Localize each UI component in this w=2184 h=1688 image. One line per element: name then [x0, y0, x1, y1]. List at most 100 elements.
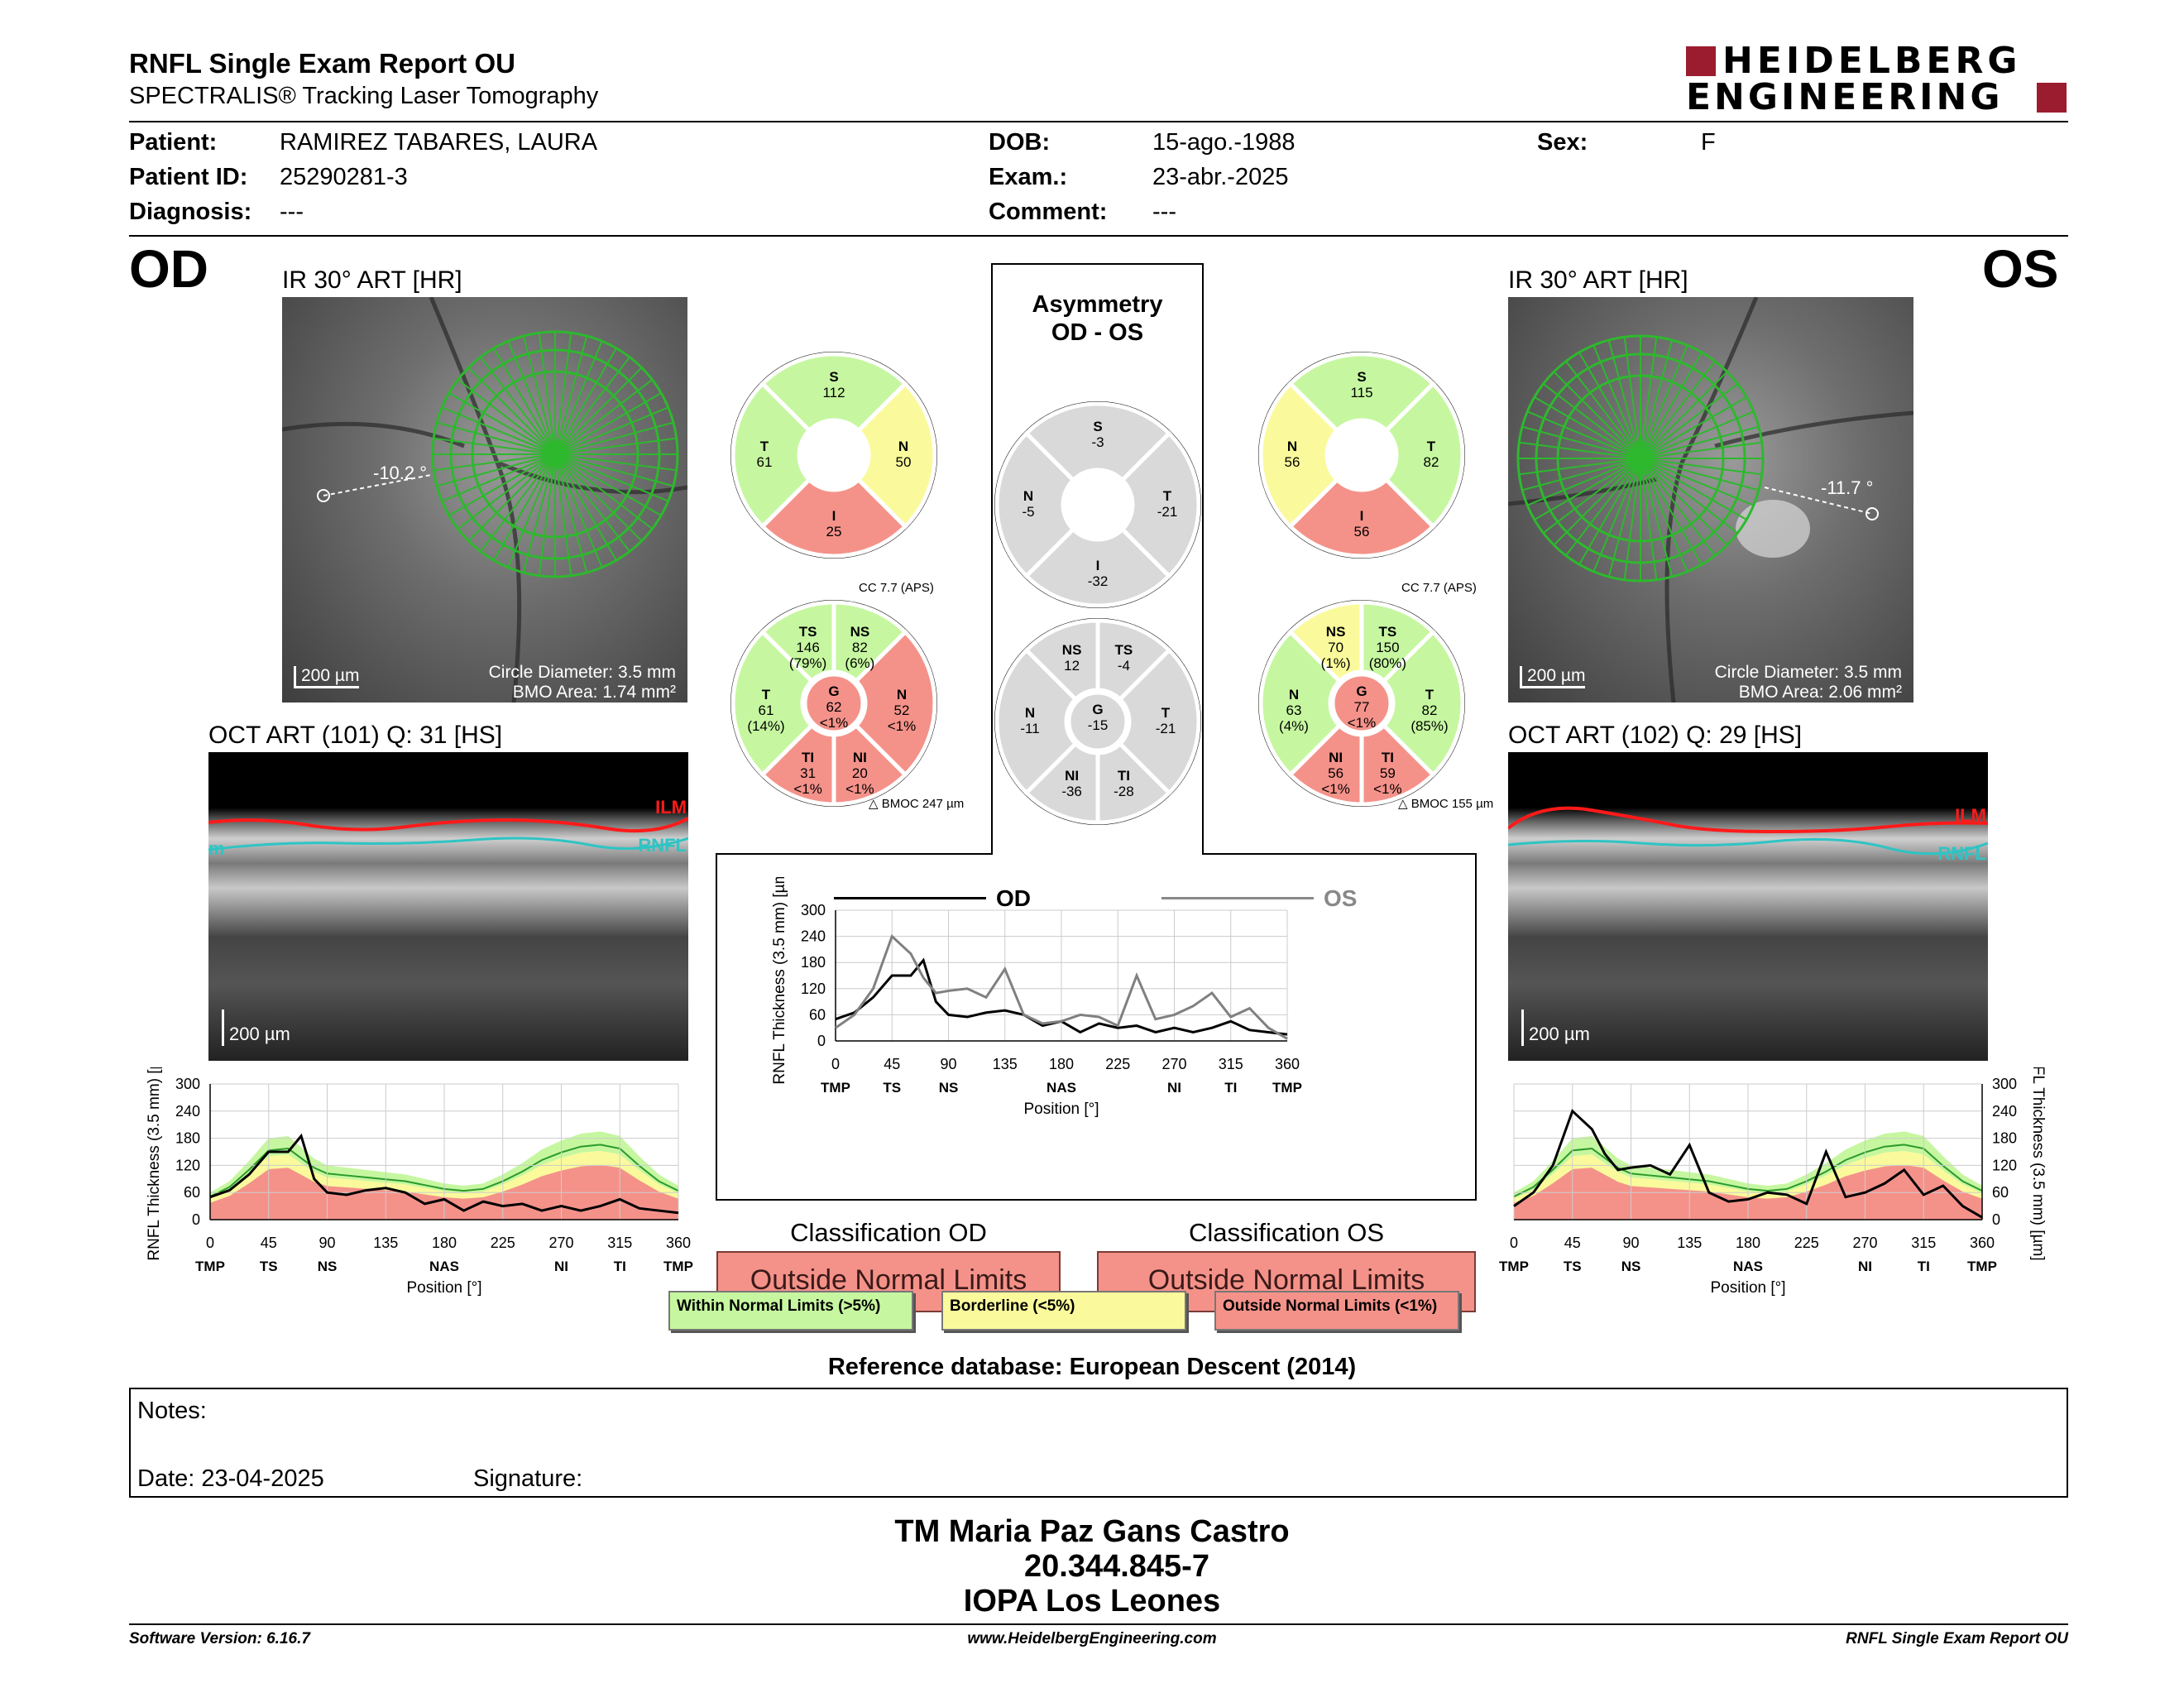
asym-sector-i — [1023, 526, 1172, 608]
od-oct-label: OCT ART (101) Q: 31 [HS] — [208, 722, 503, 749]
os-sector-label-t: T 82 — [1423, 439, 1439, 470]
x-tick-label: 180 — [432, 1235, 457, 1251]
os-scale-bar: 200 µm — [1520, 666, 1586, 688]
y-tick-label: 60 — [809, 1006, 826, 1023]
sector-axis-label: NAS — [429, 1259, 459, 1274]
x-tick-label: 90 — [1622, 1235, 1639, 1251]
od-sector-label-i: I 25 — [826, 508, 842, 539]
heidelberg-logo: HEIDELBERG ENGINEERING — [1686, 40, 2067, 119]
asym6-sector-label-ts: TS -4 — [1114, 642, 1133, 674]
sector-axis-label: TMP — [821, 1080, 850, 1096]
date-label: Date: 23-04-2025 — [137, 1465, 324, 1492]
y-tick-label: 0 — [1992, 1211, 2000, 1228]
od-angle: -10.2 ° — [373, 463, 428, 483]
os-ir-label: IR 30° ART [HR] — [1508, 266, 1688, 294]
os-oct-label: OCT ART (102) Q: 29 [HS] — [1508, 722, 1803, 749]
x-axis-label: Position [°] — [406, 1279, 481, 1297]
od-bmoc-value: BMOC 247 µm — [881, 797, 965, 811]
os-oct-image: ILM RNFL 200 µm — [1508, 752, 1988, 1061]
os-fundus-image: -11.7 ° 200 µm Circle Diameter: 3.5 mm B… — [1508, 297, 1913, 703]
asym6-sector-label-t: T -21 — [1155, 705, 1176, 736]
asym6-sector-t — [1117, 647, 1201, 796]
od6-sector-label-ni: NI 20 <1% — [845, 749, 874, 797]
sector-axis-label: NS — [1621, 1259, 1641, 1274]
legend-outside-normal: Outside Normal Limits (<1%) — [1214, 1291, 1459, 1331]
os6-sector-label-t: T 82 (85%) — [1410, 687, 1449, 734]
od6-sector-ti — [759, 722, 836, 807]
x-tick-label: 360 — [666, 1235, 691, 1251]
os-circle-diameter: Circle Diameter: 3.5 mm — [1714, 663, 1902, 682]
asymmetry-title: Asymmetry — [1032, 291, 1163, 318]
od-ilm-label: ILM — [655, 797, 687, 818]
y-tick-label: 60 — [1992, 1184, 2009, 1201]
os6-sector-label-ti: TI 59 <1% — [1373, 749, 1402, 797]
asym6-sector-label-g: G -15 — [1087, 702, 1109, 733]
x-tick-label: 90 — [940, 1056, 956, 1072]
asym-sector-t — [1119, 430, 1201, 579]
od-legend-label: OD — [996, 885, 1031, 911]
od6-sector-ts — [759, 600, 836, 684]
os6-sector-ni — [1287, 722, 1364, 807]
report-subtitle: SPECTRALIS® Tracking Laser Tomography — [129, 83, 599, 109]
sector-axis-label: TMP — [663, 1259, 693, 1274]
asym-sector-label-t: T -21 — [1157, 488, 1178, 520]
normative-mean-line — [1513, 1144, 1983, 1198]
os-legend-line — [1161, 897, 1314, 899]
os6-sector-t — [1381, 629, 1465, 778]
os-sector-s — [1287, 352, 1436, 434]
od-sector-label-s: S 112 — [822, 369, 845, 400]
asymmetry-subtitle: OD - OS — [1051, 319, 1144, 346]
sector-axis-label: TMP — [195, 1259, 225, 1274]
x-tick-label: 180 — [1736, 1235, 1760, 1251]
website-link[interactable]: www.HeidelbergEngineering.com — [967, 1630, 1217, 1647]
od-classification-title: Classification OD — [790, 1218, 987, 1247]
legend-borderline: Borderline (<5%) — [941, 1291, 1186, 1331]
x-tick-label: 90 — [318, 1235, 335, 1251]
notes-label: Notes: — [137, 1398, 207, 1424]
asym6-sector-n — [994, 647, 1079, 796]
reference-database: Reference database: European Descent (20… — [827, 1354, 1357, 1380]
sector-axis-label: TMP — [1499, 1259, 1529, 1274]
report-title: RNFL Single Exam Report OU — [129, 48, 515, 79]
diagnosis-value: --- — [280, 199, 304, 225]
x-tick-label: 315 — [1911, 1235, 1936, 1251]
od-sector-n — [855, 381, 937, 530]
os-cc-label: CC 7.7 (APS) — [1401, 581, 1477, 595]
od6-sector-label-ns: NS 82 (6%) — [845, 624, 875, 672]
sector-axis-label: TS — [260, 1259, 278, 1274]
x-tick-label: 225 — [1794, 1235, 1819, 1251]
os-classification-title: Classification OS — [1188, 1218, 1385, 1247]
y-axis-label: RNFL Thickness (3.5 mm) [µm] — [2029, 1067, 2047, 1261]
y-tick-label: 180 — [1992, 1130, 2017, 1147]
os-eye-label: OS — [1982, 239, 2059, 299]
x-tick-label: 225 — [1105, 1056, 1130, 1072]
os-oct-scale-bar: 200 µm — [1521, 1009, 1590, 1046]
sector-axis-label: NI — [1167, 1080, 1181, 1096]
x-tick-label: 270 — [1161, 1056, 1186, 1072]
os-sector-label-i: I 56 — [1353, 508, 1370, 539]
x-tick-label: 135 — [1677, 1235, 1702, 1251]
asym-sector-n — [994, 430, 1076, 579]
os-sector-label-s: S 115 — [1350, 369, 1373, 400]
os6-sector-label-ts: TS 150 (80%) — [1368, 624, 1407, 672]
os-ilm-label: ILM — [1955, 805, 1986, 826]
series-line-os — [835, 933, 1288, 1040]
od-sector-t — [730, 381, 812, 530]
x-axis-label: Position [°] — [1023, 1101, 1099, 1118]
x-tick-label: 135 — [373, 1235, 398, 1251]
asym-sector-label-n: N -5 — [1022, 488, 1035, 520]
software-version: Software Version: 6.16.7 — [129, 1630, 310, 1647]
y-tick-label: 60 — [184, 1184, 200, 1201]
asym6-sector-ni — [1023, 741, 1100, 825]
sector-axis-label: TS — [883, 1080, 901, 1096]
sector-axis-label: TMP — [1272, 1080, 1302, 1096]
asym6-sector-label-ns: NS 12 — [1061, 642, 1082, 674]
od-rnfl-thickness-chart: 0 60 120 180 240 300 0 45 90 135 180 225 270 315 360 TM… — [146, 1067, 693, 1297]
os6-sector-ns — [1287, 600, 1364, 684]
asym6-sector-ns — [1023, 618, 1100, 703]
notes-box: Notes: Date: 23-04-2025 Signature: — [129, 1388, 2068, 1498]
comment-label: Comment: — [989, 199, 1108, 225]
x-tick-label: 360 — [1275, 1056, 1300, 1072]
sector-axis-label: TI — [614, 1259, 626, 1274]
sector-axis-label: TS — [1564, 1259, 1582, 1274]
